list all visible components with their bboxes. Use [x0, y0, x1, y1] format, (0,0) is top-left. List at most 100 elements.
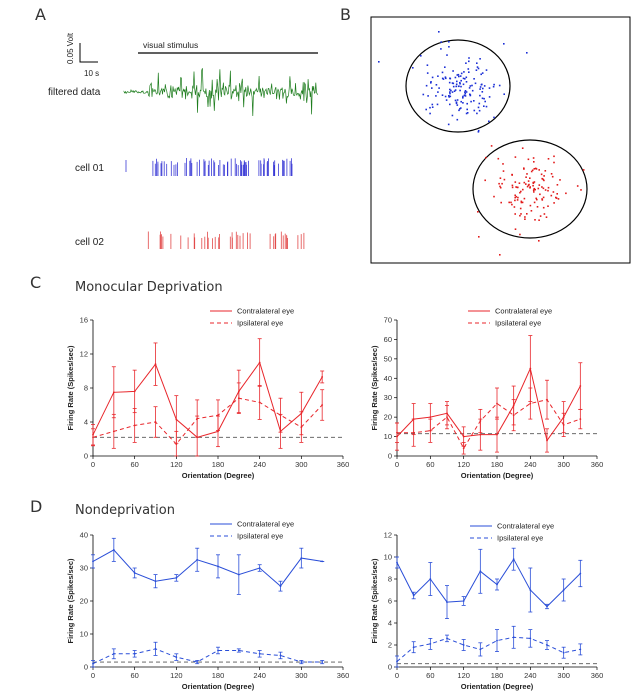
x-tick-label: 240 [253, 671, 266, 680]
cluster-point-blue [457, 85, 460, 88]
cluster-point-blue [449, 95, 452, 98]
cluster-point-red [514, 213, 516, 215]
data-point [579, 418, 582, 420]
cluster-point-red [532, 181, 534, 184]
data-point [462, 435, 465, 438]
y-tick-label: 40 [80, 531, 88, 540]
y-tick-label: 30 [384, 393, 392, 402]
data-point [112, 430, 115, 433]
data-point [196, 558, 199, 561]
cluster-point-red [516, 186, 518, 189]
contralateral-series-line [396, 367, 581, 442]
cluster-point-blue [459, 81, 461, 84]
cluster-point-blue [471, 89, 474, 92]
data-point [196, 661, 199, 663]
cluster-point-blue [451, 82, 454, 84]
cluster-point-red [515, 195, 518, 198]
data-point [546, 605, 548, 608]
x-tick-label: 180 [491, 671, 504, 680]
cluster-point-blue [422, 93, 425, 96]
cluster-point-blue [466, 112, 469, 114]
data-point [321, 404, 324, 406]
y-tick-label: 2 [388, 641, 392, 650]
cluster-point-blue [475, 69, 478, 71]
cluster-point-red [517, 196, 519, 199]
cluster-point-blue [463, 94, 466, 97]
cluster-point-blue [498, 84, 501, 87]
cluster-point-red [565, 192, 567, 195]
cluster-point-red [522, 188, 524, 191]
cluster-point-blue [449, 77, 452, 80]
cluster-point-blue [445, 99, 448, 101]
legend-label-ipsilateral: Ipsilateral eye [237, 532, 283, 541]
cluster-point-blue [456, 99, 459, 101]
cluster-point-blue [462, 97, 464, 99]
data-point [412, 646, 415, 649]
cluster-point-blue [425, 84, 428, 87]
data-point [196, 417, 199, 420]
cluster-point-blue [466, 108, 468, 111]
cluster-point-red [533, 181, 536, 183]
cluster-point-blue [483, 105, 485, 107]
data-point [396, 561, 398, 564]
cluster-point-blue [474, 82, 477, 85]
cluster-point-red [498, 182, 500, 185]
cluster-point-blue [459, 89, 461, 92]
cluster-point-red [493, 195, 495, 198]
cluster-point-blue [488, 87, 491, 89]
cluster-point-red [527, 158, 530, 161]
panel-c-letter: C [30, 273, 41, 292]
cluster-point-red [544, 189, 547, 191]
cluster-point-blue [460, 107, 462, 109]
data-point [546, 398, 548, 401]
y-axis-title: Firing Rate (Spikes/sec) [370, 558, 379, 644]
data-point [133, 390, 136, 393]
data-point [496, 639, 498, 642]
cluster-point-blue [503, 93, 505, 95]
data-point [446, 601, 448, 603]
cluster-point-blue [454, 76, 457, 79]
cluster-point-blue [460, 79, 462, 82]
cluster-point-red [501, 182, 503, 185]
cluster-point-red [514, 194, 516, 197]
cluster-point-red [490, 145, 493, 147]
data-point [92, 560, 94, 563]
cluster-point-red [514, 196, 516, 199]
cluster-point-blue [460, 72, 463, 75]
cluster-point-red [521, 147, 524, 149]
cluster-point-red [536, 198, 538, 201]
cluster-point-blue [436, 103, 439, 106]
cluster-point-red [533, 187, 535, 190]
scale-bar-time-label: 10 s [84, 69, 99, 78]
cluster-point-red [553, 202, 555, 204]
data-point [529, 637, 532, 640]
cluster-point-red [552, 191, 555, 193]
cluster-point-blue [481, 83, 483, 86]
data-point [300, 557, 303, 559]
cluster-point-red [518, 182, 521, 184]
cluster-point-blue [444, 66, 446, 68]
cluster-point-blue [449, 92, 451, 95]
cluster-point-red [514, 156, 517, 158]
cluster-point-red [514, 181, 517, 183]
cluster-boundary-blue [405, 39, 511, 133]
x-tick-label: 180 [212, 460, 225, 469]
cluster-point-blue [448, 95, 450, 97]
x-tick-label: 0 [91, 460, 95, 469]
x-tick-label: 60 [130, 460, 138, 469]
cluster-point-blue [412, 67, 414, 69]
y-tick-label: 0 [388, 452, 392, 461]
cluster-point-red [542, 196, 545, 199]
cluster-point-blue [448, 96, 450, 98]
cell-01-label: cell 01 [75, 163, 104, 174]
cluster-point-red [555, 197, 558, 199]
cell-02-spike-train [147, 231, 305, 249]
data-point [579, 648, 582, 651]
cluster-point-blue [467, 68, 470, 70]
cluster-point-blue [481, 91, 484, 93]
y-axis-title: Firing Rate (Spikes/sec) [66, 345, 75, 431]
cluster-point-red [484, 179, 486, 182]
cluster-point-blue [484, 100, 486, 103]
cluster-point-blue [456, 104, 459, 106]
cluster-point-red [526, 213, 528, 215]
